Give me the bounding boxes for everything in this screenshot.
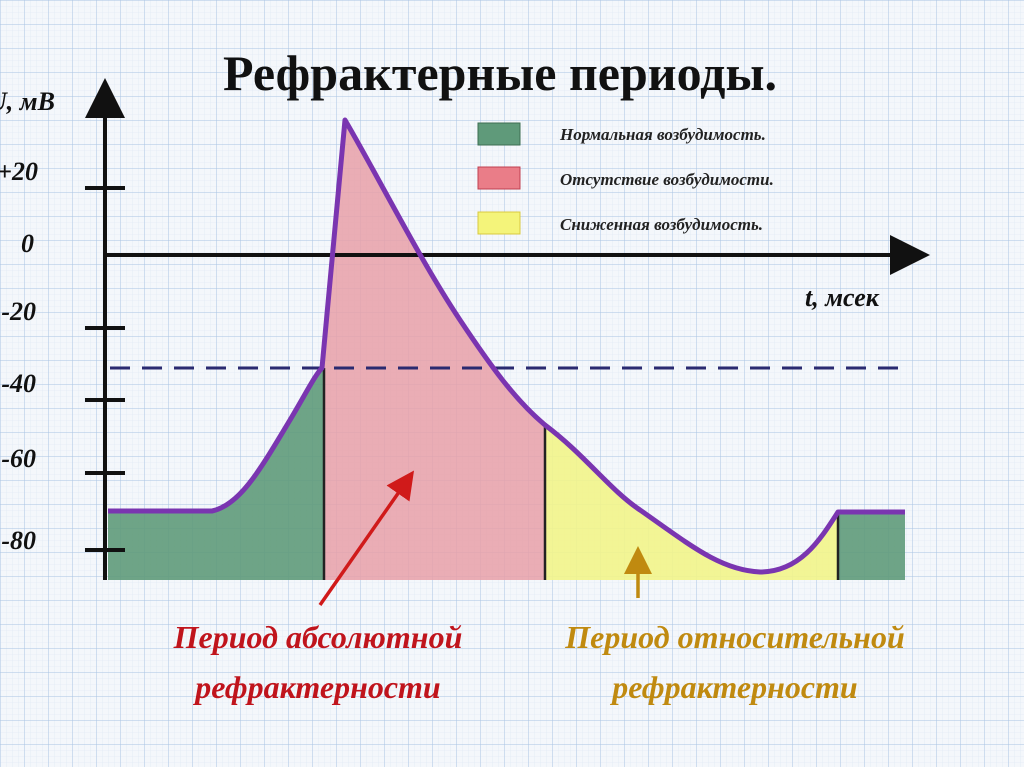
- y-tick-label: -20: [1, 297, 36, 326]
- title: Рефрактерные периоды.: [223, 45, 777, 101]
- y-tick-label: 0: [21, 229, 34, 258]
- legend-swatch: [477, 166, 521, 190]
- legend-label: Отсутствие возбудимости.: [560, 170, 774, 189]
- legend-swatch: [477, 122, 521, 146]
- legend-swatch: [477, 211, 521, 235]
- x-axis-label: t, мсек: [805, 283, 880, 312]
- potential-curve: [108, 117, 905, 575]
- legend-label: Нормальная возбудимость.: [559, 125, 766, 144]
- y-tick-label: +20: [0, 157, 38, 186]
- y-tick-label: -80: [1, 526, 36, 555]
- arrow-absolute: [318, 470, 415, 607]
- annotation: рефрактерности: [192, 669, 440, 705]
- y-axis-label: U, мВ: [0, 87, 55, 116]
- annotation: Период абсолютной: [173, 619, 463, 655]
- y-ticks: [85, 186, 125, 552]
- legend-label: Сниженная возбудимость.: [560, 215, 763, 234]
- y-tick-label: -60: [1, 444, 36, 473]
- annotation: рефрактерности: [609, 669, 857, 705]
- annotation: Период относительной: [564, 619, 904, 655]
- y-tick-label: -40: [1, 369, 36, 398]
